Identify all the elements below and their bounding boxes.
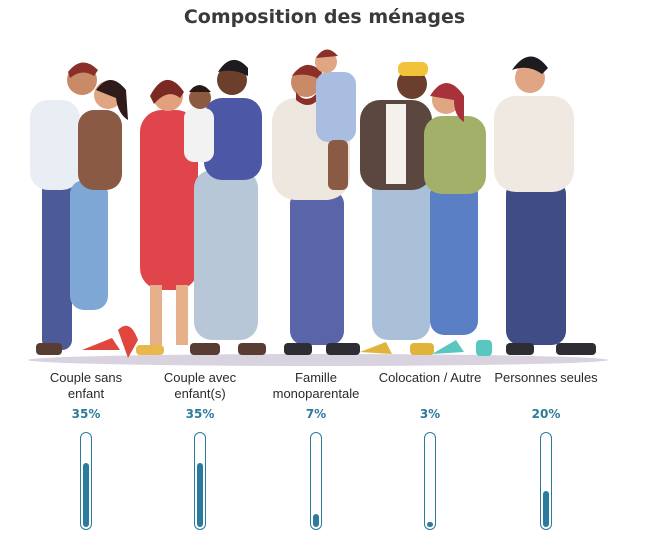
category-label: Couple avec enfant(s) [163, 370, 237, 401]
people-group-illustration [28, 49, 608, 366]
single-person-figure [494, 56, 596, 355]
bar [197, 463, 203, 527]
bar-track [540, 432, 552, 530]
bar-track [310, 432, 322, 530]
category-label: Colocation / Autre [378, 370, 482, 385]
category-label: Personnes seules [494, 370, 598, 385]
value-label: 35% [185, 407, 215, 421]
bar-track [424, 432, 436, 530]
roommates-figure [360, 62, 492, 356]
couple-with-children-figure [136, 59, 266, 355]
chart-title: Composition des ménages [183, 6, 466, 28]
bar [543, 490, 549, 527]
category-label: Famille monoparentale [272, 370, 360, 401]
value-label: 7% [305, 407, 327, 421]
bar [427, 521, 433, 527]
value-label: 3% [419, 407, 441, 421]
couple-without-child-figure [30, 62, 138, 358]
bar [313, 514, 319, 527]
single-parent-figure [272, 49, 360, 355]
bar-track [80, 432, 92, 530]
value-label: 20% [531, 407, 561, 421]
value-label: 35% [71, 407, 101, 421]
category-label: Couple sans enfant [49, 370, 123, 401]
bar-track [194, 432, 206, 530]
bar [83, 463, 89, 527]
ground-shadow [28, 354, 608, 366]
